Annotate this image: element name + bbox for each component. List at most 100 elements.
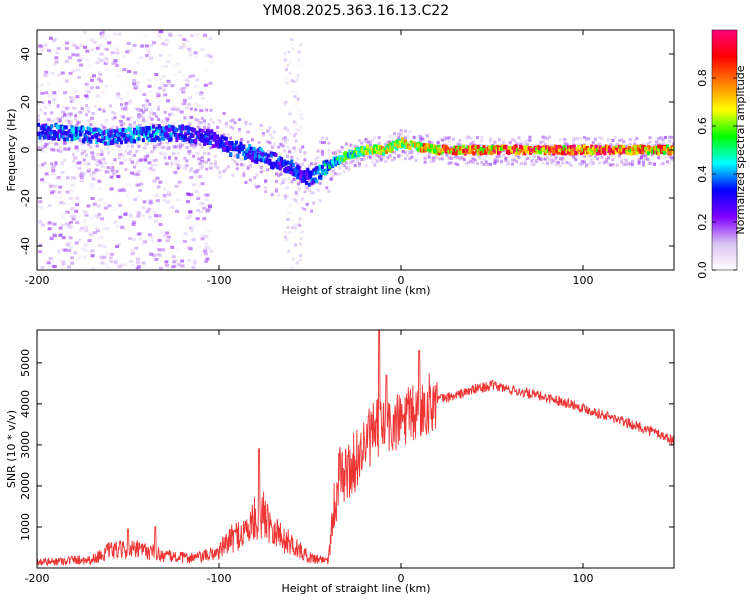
heatmap-cell [103, 36, 108, 40]
heatmap-cell [75, 221, 80, 225]
heatmap-cell [489, 139, 493, 143]
heatmap-cell [672, 141, 674, 145]
heatmap-cell [663, 135, 667, 139]
heatmap-cell [543, 142, 547, 146]
heatmap-cell [242, 145, 246, 150]
heatmap-cell [597, 148, 601, 153]
heatmap-cell [194, 33, 199, 37]
heatmap-cell [193, 51, 198, 55]
heatmap-cell [148, 115, 152, 119]
heatmap-cell [63, 112, 67, 116]
heatmap-cell [87, 142, 91, 146]
heatmap-cell [123, 212, 128, 216]
heatmap-cell [50, 245, 55, 249]
heatmap-cell [325, 159, 329, 164]
heatmap-cell [237, 149, 241, 154]
heatmap-cell [206, 208, 211, 212]
heatmap-cell [122, 68, 127, 72]
heatmap-cell [117, 265, 122, 269]
heatmap-cell [281, 137, 285, 141]
heatmap-cell [632, 151, 636, 156]
bottom-ytick-label: 3000 [19, 431, 32, 459]
heatmap-cell [84, 213, 89, 217]
heatmap-cell [54, 176, 59, 180]
heatmap-cell [209, 166, 213, 170]
heatmap-cell [427, 155, 431, 159]
heatmap-cell [286, 211, 290, 215]
heatmap-cell [179, 128, 183, 133]
heatmap-cell [109, 104, 113, 108]
heatmap-cell [61, 115, 65, 119]
heatmap-cell [502, 141, 506, 145]
heatmap-cell [169, 132, 173, 137]
heatmap-cell [137, 133, 141, 138]
heatmap-cell [119, 103, 123, 107]
heatmap-cell [458, 143, 462, 147]
heatmap-cell [194, 170, 199, 174]
heatmap-cell [443, 135, 447, 139]
heatmap-cell [358, 161, 362, 165]
heatmap-cell [227, 140, 231, 145]
heatmap-cell [113, 259, 118, 263]
heatmap-cell [100, 149, 104, 153]
heatmap-cell [229, 152, 233, 157]
heatmap-cell [307, 164, 311, 168]
heatmap-cell [133, 71, 138, 75]
heatmap-cell [299, 242, 303, 246]
heatmap-cell [173, 158, 178, 162]
heatmap-cell [181, 202, 186, 206]
heatmap-cell [237, 128, 241, 132]
heatmap-cell [493, 140, 497, 144]
heatmap-cell [105, 57, 110, 61]
heatmap-cell [38, 220, 43, 224]
heatmap-cell [156, 143, 161, 147]
heatmap-cell [456, 155, 460, 159]
heatmap-cell [208, 141, 212, 146]
heatmap-cell [558, 157, 562, 161]
bottom-xtick-label: -200 [25, 572, 50, 585]
heatmap-cell [205, 134, 210, 138]
heatmap-cell [446, 146, 450, 151]
heatmap-cell [166, 79, 171, 83]
heatmap-cell [67, 147, 71, 151]
heatmap-cell [285, 81, 289, 85]
heatmap-cell [480, 144, 484, 148]
heatmap-cell [58, 226, 63, 230]
heatmap-cell [506, 162, 510, 166]
heatmap-cell [63, 137, 67, 142]
heatmap-cell [111, 110, 115, 114]
heatmap-cell [220, 151, 224, 155]
heatmap-cell [210, 129, 214, 134]
heatmap-cell [128, 150, 132, 154]
heatmap-cell [362, 139, 366, 143]
heatmap-cell [165, 146, 169, 150]
heatmap-cell [364, 164, 368, 168]
heatmap-cell [148, 102, 152, 106]
heatmap-cell [201, 134, 205, 139]
heatmap-cell [514, 151, 518, 156]
heatmap-cell [177, 70, 182, 74]
heatmap-cell [37, 118, 40, 122]
heatmap-cell [315, 179, 319, 184]
heatmap-cell [75, 203, 80, 207]
heatmap-cell [89, 155, 93, 159]
heatmap-cell [594, 144, 598, 149]
heatmap-cell [83, 94, 88, 98]
heatmap-cell [38, 44, 43, 48]
heatmap-cell [181, 86, 186, 90]
heatmap-cell [163, 152, 168, 156]
heatmap-cell [316, 149, 320, 153]
heatmap-cell [303, 158, 307, 162]
heatmap-cell [185, 141, 189, 145]
heatmap-cell [50, 111, 54, 115]
heatmap-cell [90, 243, 95, 247]
heatmap-cell [498, 149, 502, 154]
heatmap-cell [149, 235, 154, 239]
heatmap-cell [43, 161, 47, 165]
heatmap-cell [157, 137, 161, 142]
heatmap-cell [510, 158, 514, 162]
heatmap-cell [285, 138, 289, 142]
heatmap-cell [401, 137, 404, 142]
heatmap-cell [39, 82, 44, 86]
heatmap-cell [69, 246, 74, 250]
